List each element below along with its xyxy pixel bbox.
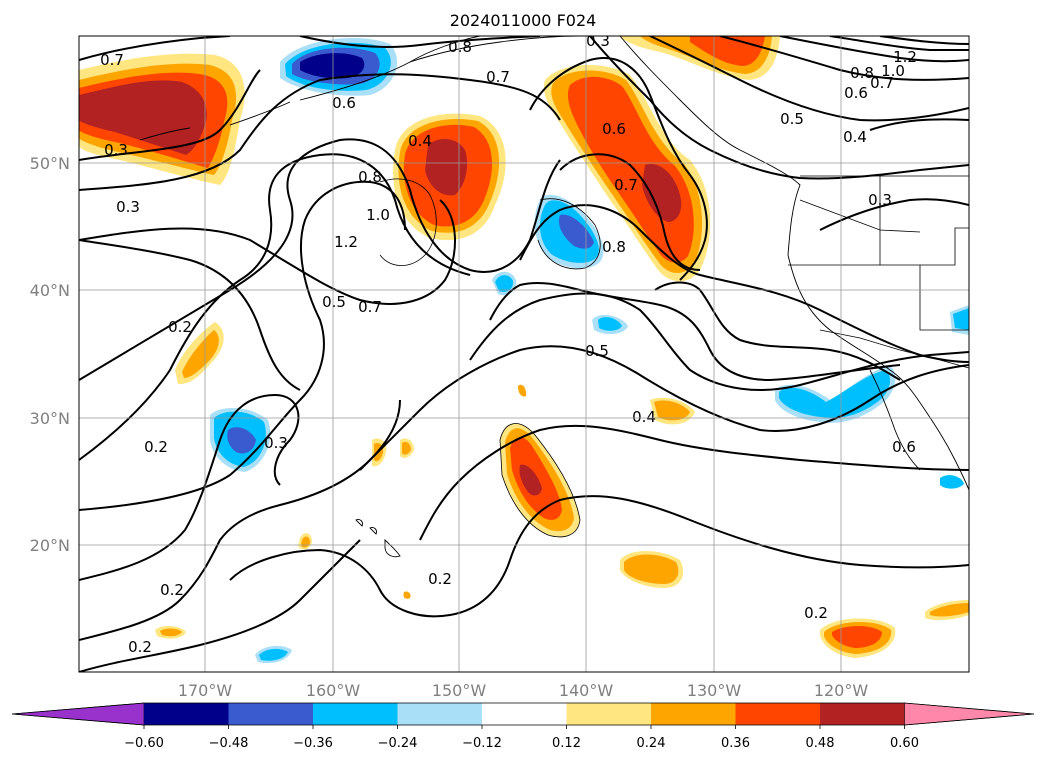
lat-tick-label: 40°N [30, 281, 70, 300]
positive-anomaly-coastal [543, 64, 711, 282]
contour-label: 1.0 [366, 206, 390, 224]
negative-anomaly-mid [534, 194, 604, 269]
colorbar-tick-label: −0.48 [209, 736, 249, 751]
lat-tick-label: 20°N [30, 536, 70, 555]
colorbar-bin [566, 703, 651, 725]
coastlines [139, 36, 969, 558]
colorbar-bin [313, 703, 398, 725]
contour-lines-thin [379, 178, 601, 538]
lon-tick-label: 170°W [178, 681, 233, 700]
lat-tick-label: 30°N [30, 409, 70, 428]
contour-label: 0.3 [868, 191, 892, 209]
lon-tick-label: 150°W [432, 681, 487, 700]
colorbar-tick-label: 0.12 [552, 736, 581, 751]
colorbar-ticks [143, 725, 905, 729]
contour-label: 0.8 [602, 238, 626, 256]
contour-label: 0.6 [892, 438, 916, 456]
colorbar-bin [144, 703, 229, 725]
contour-label: 0.7 [614, 176, 638, 194]
colorbar-bin [735, 703, 820, 725]
contour-label-group: 0.7 0.8 0.7 0.6 0.4 0.5 1.2 0.8 0.7 0.6 … [100, 32, 917, 656]
contour-label: 0.7 [486, 68, 510, 86]
colorbar-tick-label: −0.12 [462, 736, 502, 751]
colorbar-tick-label: 0.36 [721, 736, 750, 751]
colorbar-bin [397, 703, 482, 725]
colorbar-tick-label: 0.24 [637, 736, 666, 751]
contour-label: 0.5 [322, 293, 346, 311]
map-panel: 0.7 0.8 0.7 0.6 0.4 0.5 1.2 0.8 0.7 0.6 … [78, 32, 970, 673]
lon-tick-labels: 170°W 160°W 150°W 140°W 130°W 120°W [178, 681, 869, 700]
map-frame [78, 35, 970, 673]
contour-label: 0.7 [100, 51, 124, 69]
contour-label: 0.3 [264, 434, 288, 452]
contour-label: 0.6 [602, 120, 626, 138]
borders [788, 175, 969, 369]
contour-label: 0.8 [850, 64, 874, 82]
contour-label: 0.2 [160, 581, 184, 599]
chart-title: 2024011000 F024 [450, 11, 597, 30]
contour-label: 0.6 [844, 84, 868, 102]
positive-anomaly-west [79, 53, 245, 185]
contour-label: 0.4 [632, 408, 656, 426]
lon-tick-label: 130°W [687, 681, 742, 700]
contour-label: 0.6 [332, 94, 356, 112]
colorbar-tick-label: −0.36 [293, 736, 333, 751]
contour-label: 0.5 [780, 110, 804, 128]
colorbar-under-extension [11, 702, 145, 726]
contour-label: 0.2 [128, 638, 152, 656]
colorbar-over-extension [904, 702, 1035, 726]
contour-label: 0.3 [116, 198, 140, 216]
contour-label: 0.7 [358, 298, 382, 316]
contour-label: 0.2 [804, 604, 828, 622]
map-content: 0.7 0.8 0.7 0.6 0.4 0.5 1.2 0.8 0.7 0.6 … [79, 32, 969, 672]
contour-label: 0.2 [144, 438, 168, 456]
contour-label: 0.8 [358, 168, 382, 186]
contour-label: 0.4 [408, 132, 432, 150]
colorbar-bin [820, 703, 905, 725]
contour-label: 0.4 [843, 128, 867, 146]
lon-tick-label: 160°W [306, 681, 361, 700]
colorbar-bin [482, 703, 567, 725]
contour-label: 0.7 [870, 74, 894, 92]
colorbar-tick-label: 0.60 [890, 736, 919, 751]
contour-lines [79, 36, 969, 672]
lat-tick-labels: 50°N 40°N 30°N 20°N [30, 154, 70, 555]
contour-label: 0.5 [585, 342, 609, 360]
contour-label: 0.2 [428, 570, 452, 588]
contour-label: 1.0 [881, 62, 905, 80]
small-anomalies [155, 271, 969, 664]
colorbar-tick-label: −0.60 [124, 736, 164, 751]
colorbar: −0.60 −0.48 −0.36 −0.24 −0.12 0.12 0.24 … [11, 702, 1035, 751]
contour-label: 0.3 [104, 141, 128, 159]
positive-anomaly-central [393, 113, 506, 241]
contour-label: 0.8 [448, 38, 472, 56]
colorbar-bin [651, 703, 736, 725]
colorbar-bin [228, 703, 313, 725]
lat-tick-label: 50°N [30, 154, 70, 173]
colorbar-tick-label: 0.48 [806, 736, 835, 751]
contour-label: 1.2 [893, 48, 917, 66]
contour-label: 0.2 [168, 318, 192, 336]
contour-label: 0.3 [586, 32, 610, 50]
colorbar-tick-label: −0.24 [378, 736, 418, 751]
lon-tick-label: 120°W [814, 681, 869, 700]
lon-tick-label: 140°W [559, 681, 614, 700]
gridlines [79, 36, 969, 672]
contour-label: 1.2 [334, 233, 358, 251]
